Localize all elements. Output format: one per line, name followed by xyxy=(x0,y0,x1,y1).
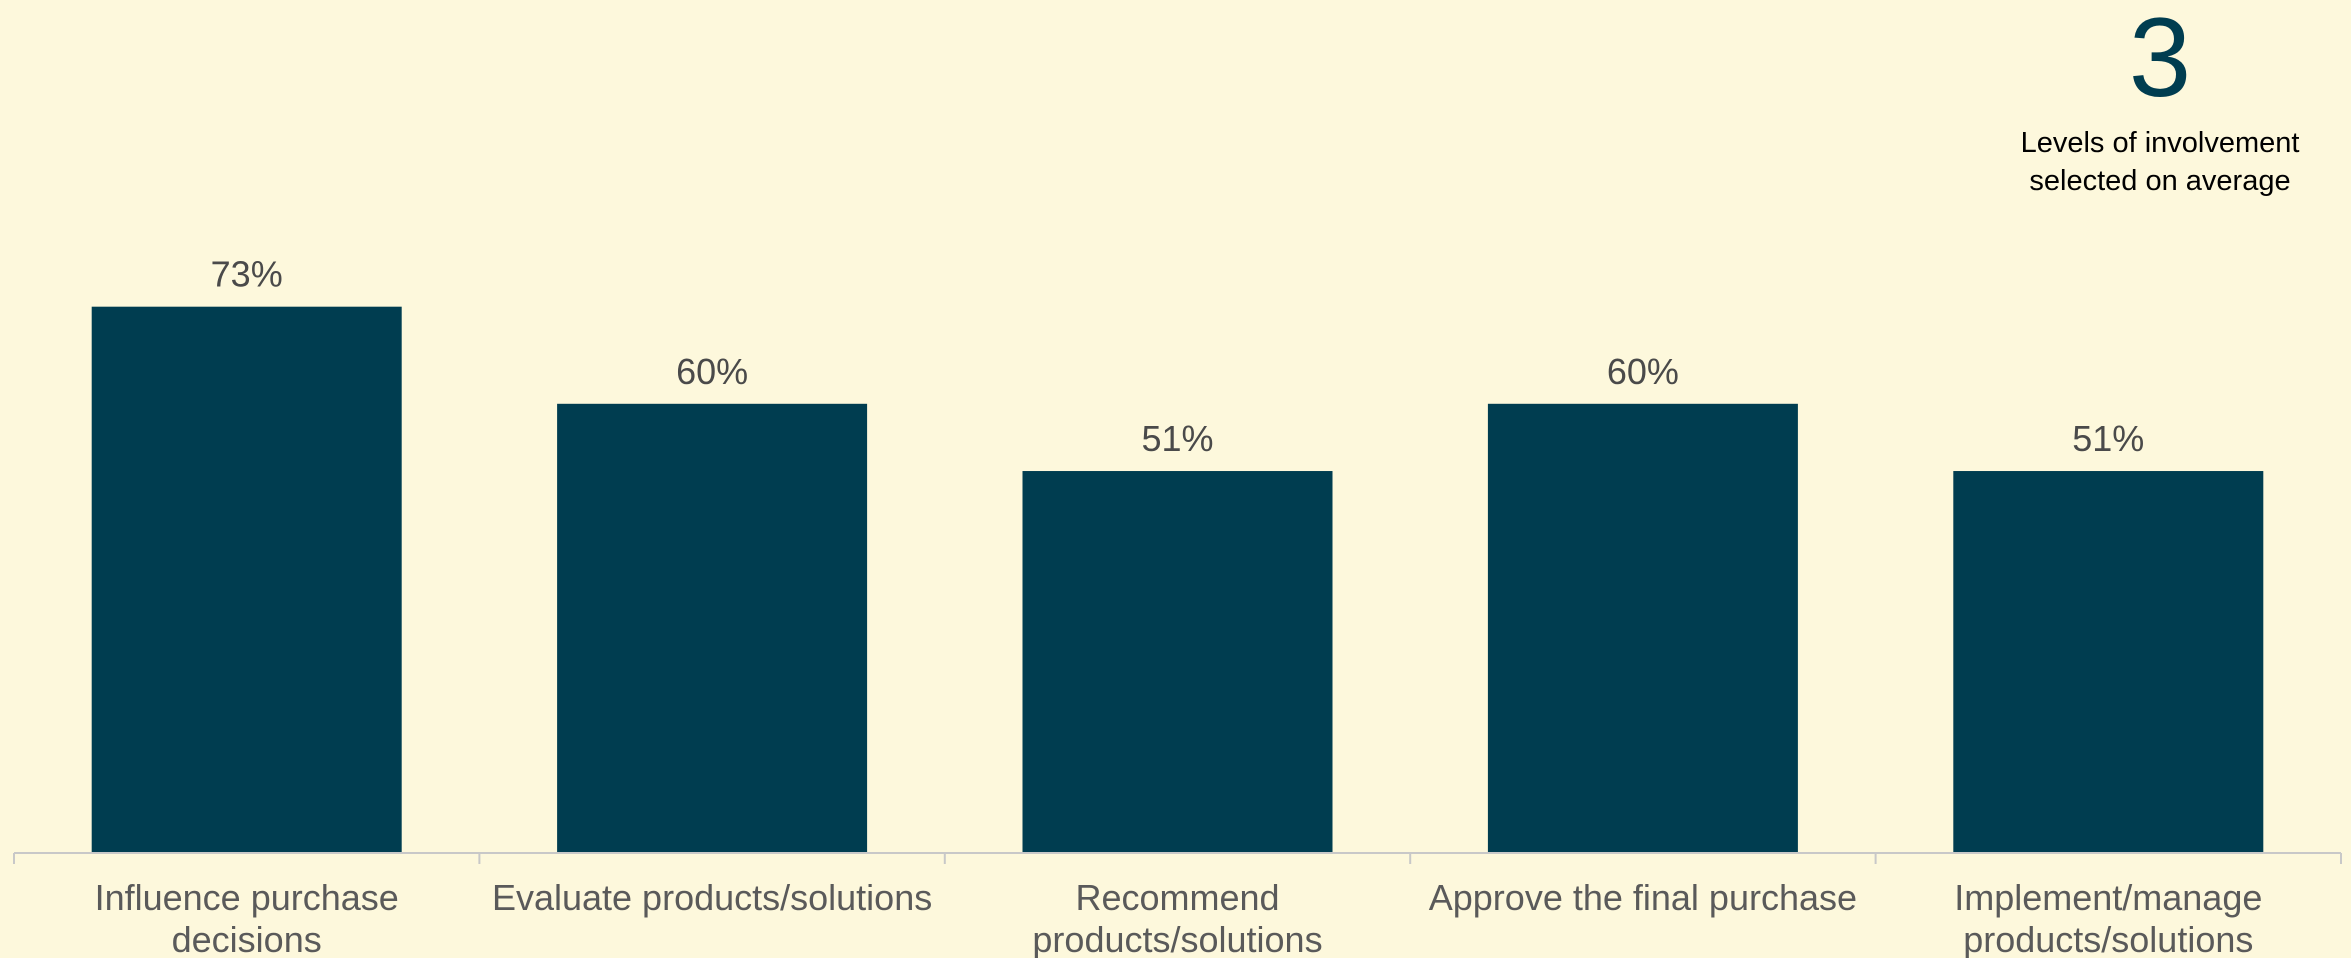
bar xyxy=(91,306,402,852)
bar-value-label: 51% xyxy=(2072,418,2144,459)
category-label: Implement/manage products/solutions xyxy=(1954,877,2262,958)
category-label: Recommend products/solutions xyxy=(1032,877,1322,958)
category-labels-layer: Influence purchase decisions Evaluate prod… xyxy=(95,877,2263,958)
callout-text: Levels of involvement selected on averag… xyxy=(2020,127,2300,197)
bar-value-label: 73% xyxy=(211,254,283,295)
value-labels-layer: 73% 60% 51% 60% 51% xyxy=(211,254,2145,459)
bar-value-label: 60% xyxy=(676,351,748,392)
bar xyxy=(1487,403,1798,852)
bar xyxy=(1953,471,2264,852)
bar-value-label: 51% xyxy=(1141,418,1213,459)
bar xyxy=(1022,471,1333,852)
x-axis xyxy=(13,852,2342,864)
category-label: Approve the final purchase xyxy=(1429,877,1857,918)
category-label: Influence purchase decisions xyxy=(95,877,399,958)
callout-number: 3 xyxy=(2128,0,2192,120)
bar xyxy=(557,403,868,852)
category-label: Evaluate products/solutions xyxy=(492,877,932,918)
bar-value-label: 60% xyxy=(1607,351,1679,392)
bars-layer xyxy=(91,306,2264,852)
average-levels-callout: 3 Levels of involvement selected on aver… xyxy=(1980,0,2340,200)
